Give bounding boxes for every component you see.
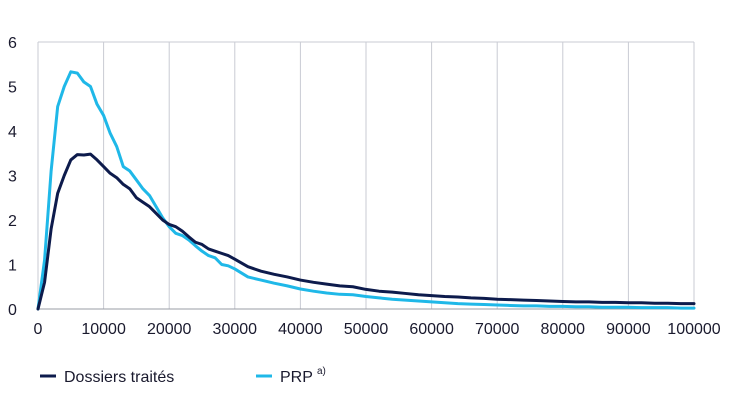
x-axis-ticks: 0 10000 20000 30000 40000 50000 60000 70000 8000… — [34, 321, 721, 338]
legend: Dossiers traités PRP a) — [40, 366, 326, 386]
series-line-dossiers-traites — [36, 152, 696, 311]
y-tick-label: 4 — [8, 124, 17, 141]
x-tick-label: 10000 — [81, 321, 126, 338]
x-tick-label: 90000 — [606, 321, 651, 338]
series-lines — [36, 70, 696, 311]
y-tick-label: 6 — [8, 35, 17, 52]
legend-label-prp-superscript: a) — [317, 366, 326, 377]
y-tick-label: 2 — [8, 213, 17, 230]
x-tick-label: 0 — [34, 321, 43, 338]
x-tick-label: 50000 — [344, 321, 389, 338]
series-line-prp — [36, 70, 696, 311]
x-tick-label: 70000 — [475, 321, 520, 338]
y-tick-label: 3 — [8, 169, 17, 186]
x-tick-label: 40000 — [278, 321, 323, 338]
x-tick-label: 80000 — [541, 321, 586, 338]
legend-label-prp: PRP — [280, 369, 313, 386]
y-tick-label: 5 — [8, 80, 17, 97]
grid-lines — [37, 41, 695, 309]
x-tick-label: 100000 — [667, 321, 720, 338]
y-tick-label: 1 — [8, 258, 17, 275]
x-tick-label: 30000 — [213, 321, 258, 338]
legend-label-dossiers: Dossiers traités — [64, 369, 174, 386]
x-tick-label: 60000 — [409, 321, 454, 338]
x-tick-label: 20000 — [147, 321, 192, 338]
y-axis-ticks: 0 1 2 3 4 5 6 — [8, 35, 17, 319]
y-tick-label: 0 — [8, 302, 17, 319]
